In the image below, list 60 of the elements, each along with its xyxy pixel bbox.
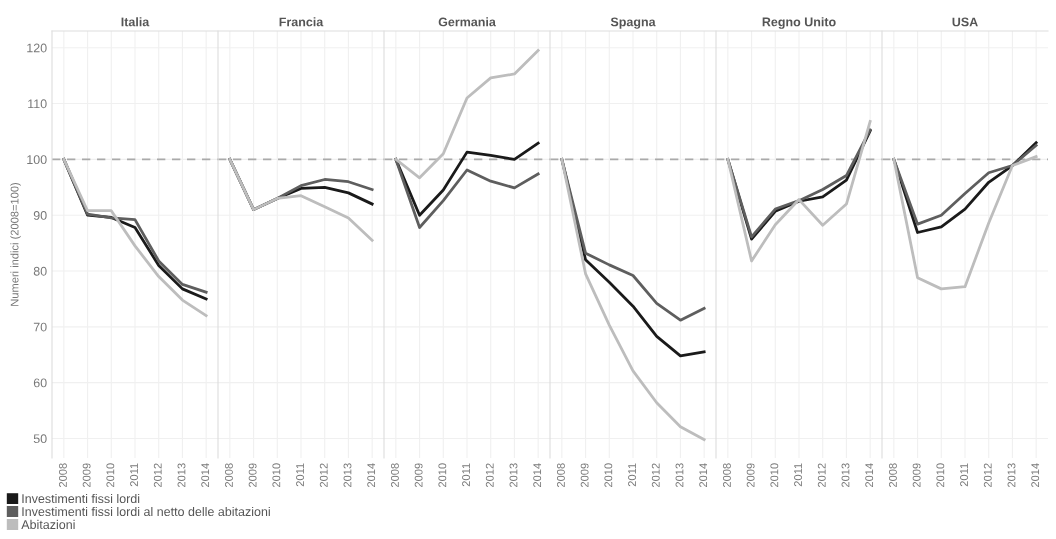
y-tick-label: 120: [27, 43, 47, 53]
x-tick-label: 2010: [936, 463, 945, 488]
x-tick-label: 2010: [604, 463, 613, 488]
legend-label: Investimenti fissi lordi al netto delle abitazioni: [22, 506, 270, 517]
x-tick-label: 2009: [912, 463, 921, 488]
x-tick-label: 2014: [201, 463, 210, 488]
x-tick-label: 2013: [841, 463, 850, 488]
x-tick-label: 2011: [628, 463, 636, 487]
x-tick-label: 2013: [509, 463, 518, 488]
y-tick-label: 100: [27, 155, 47, 165]
chart-title: Francia: [279, 17, 324, 27]
x-tick-label: 2010: [106, 463, 115, 488]
x-tick-label: 2010: [770, 463, 779, 488]
x-tick-label: 2012: [485, 463, 494, 488]
x-tick-label: 2010: [272, 463, 281, 488]
chart-title: USA: [952, 17, 978, 27]
x-tick-label: 2014: [533, 463, 542, 488]
y-tick-label: 50: [33, 434, 47, 444]
x-tick-label: 2011: [794, 463, 802, 487]
y-tick-label: 80: [33, 266, 47, 276]
chart-title: Germania: [438, 17, 496, 27]
y-tick-label: 60: [33, 378, 47, 388]
x-tick-label: 2008: [888, 463, 897, 488]
x-tick-label: 2009: [414, 463, 423, 488]
chart-title: Spagna: [610, 17, 656, 29]
x-tick-label: 2009: [580, 463, 589, 488]
chart-title: Italia: [121, 17, 150, 27]
x-tick-label: 2013: [1007, 463, 1016, 488]
y-tick-label: 70: [33, 322, 47, 332]
x-tick-label: 2008: [390, 463, 399, 488]
x-tick-label: 2012: [651, 463, 660, 488]
legend-label: Abitazioni: [21, 519, 75, 530]
x-tick-label: 2008: [722, 463, 731, 488]
x-tick-label: 2014: [1031, 463, 1040, 488]
x-tick-label: 2008: [58, 463, 67, 488]
x-tick-label: 2014: [367, 463, 376, 488]
x-tick-label: 2013: [675, 463, 684, 488]
x-tick-label: 2012: [983, 463, 992, 488]
x-tick-label: 2009: [82, 463, 91, 488]
x-tick-label: 2011: [462, 463, 470, 487]
x-tick-label: 2014: [865, 463, 874, 488]
x-tick-label: 2011: [960, 463, 968, 487]
chart-title: Regno Unito: [762, 17, 836, 29]
legend-label: Investimenti fissi lordi: [22, 493, 140, 504]
x-tick-label: 2013: [177, 463, 186, 488]
y-tick-label: 110: [28, 99, 47, 109]
x-tick-label: 2008: [224, 463, 233, 488]
x-tick-label: 2009: [248, 463, 257, 488]
x-tick-label: 2011: [296, 463, 304, 487]
x-tick-label: 2009: [746, 463, 755, 488]
x-tick-label: 2008: [556, 463, 565, 488]
x-tick-label: 2014: [699, 463, 708, 488]
y-axis-title: Numeri indici (2008=100): [10, 182, 21, 306]
y-tick-label: 90: [33, 211, 47, 220]
x-tick-label: 2012: [153, 463, 162, 488]
x-tick-label: 2010: [438, 463, 447, 488]
x-tick-label: 2011: [130, 463, 138, 487]
x-tick-label: 2012: [817, 463, 826, 488]
x-tick-label: 2013: [343, 463, 352, 488]
x-tick-label: 2012: [319, 463, 328, 488]
